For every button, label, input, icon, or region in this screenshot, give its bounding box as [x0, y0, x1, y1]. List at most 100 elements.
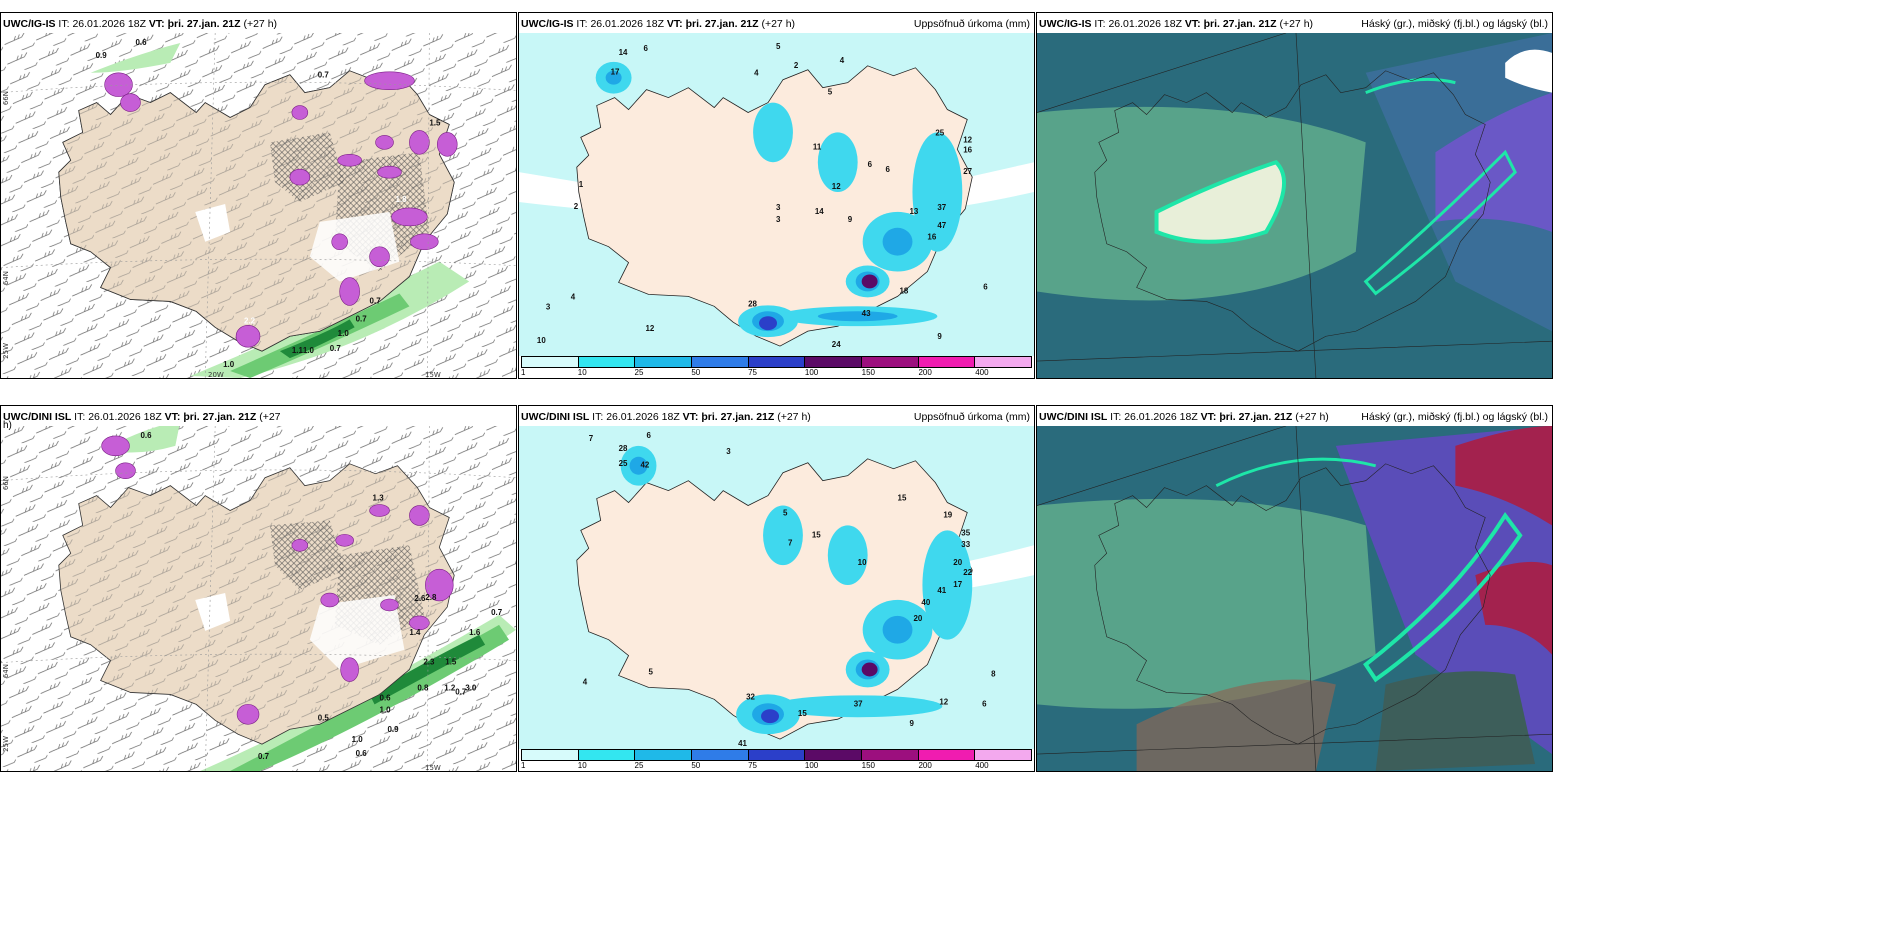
value-label: 6 [644, 44, 649, 53]
colorbar-swatch [862, 357, 919, 367]
value-label: 12 [832, 182, 841, 191]
value-label: 1.4 [409, 628, 421, 637]
colorbar-swatch [918, 357, 976, 367]
value-label: 1.0 [352, 735, 364, 744]
colorbar-label: 50 [691, 761, 701, 770]
value-label: 14 [815, 207, 824, 216]
value-label: 0.7 [491, 608, 503, 617]
panel-dini-clouds: UWC/DINI ISL IT: 26.01.2026 18Z VT: þri.… [1036, 405, 1553, 772]
colorbar-swatch [862, 750, 919, 760]
value-label: 41 [937, 586, 946, 595]
value-label: 2 [574, 202, 579, 211]
value-label: 5 [783, 508, 788, 517]
precip-colorbar: 1 10 25 50 75 100 150 200 400 [521, 356, 1032, 377]
value-label: 1.1 [292, 346, 304, 355]
panel-variable: Uppsöfnuð úrkoma (mm) [913, 411, 1030, 423]
value-label: 4 [840, 56, 845, 65]
value-label: 1.6 [469, 628, 481, 637]
value-label: 4 [583, 677, 588, 686]
value-label: 16 [963, 145, 972, 154]
value-label: 32 [746, 692, 755, 701]
lat-label-64n: 64N [2, 664, 10, 679]
value-label: 9 [848, 215, 853, 224]
value-label: 4 [754, 69, 759, 78]
colorbar-label: 150 [861, 368, 876, 377]
value-label: 28 [748, 299, 757, 308]
lat-label-25w: 25W [2, 736, 10, 752]
value-label: 41 [738, 739, 747, 748]
value-label: 11 [813, 142, 822, 151]
value-label: 27 [963, 167, 972, 176]
value-label: 0.6 [380, 693, 392, 702]
lon-label-15w: 15W [425, 764, 441, 772]
colorbar-swatch [692, 357, 749, 367]
value-label: 6 [982, 699, 987, 708]
value-label: 35 [961, 528, 970, 537]
value-label: 12 [646, 324, 655, 333]
value-label: 5 [828, 88, 833, 97]
value-label: 1.0 [223, 360, 235, 369]
map-area[interactable]: 0.6 1.3 2.8 1.4 0.7 1.6 2.3 1.5 1.2 0.8 … [1, 426, 516, 771]
colorbar-swatch [748, 357, 806, 367]
value-label: 10 [858, 558, 867, 567]
colorbar-swatch [578, 357, 636, 367]
value-label: 3 [776, 215, 781, 224]
value-label: 47 [937, 221, 946, 230]
panel-title: UWC/DINI ISL IT: 26.01.2026 18Z VT: þri.… [1039, 411, 1329, 423]
colorbar-swatch [918, 750, 976, 760]
value-label: 25 [619, 459, 628, 468]
value-label: 1.0 [338, 329, 350, 338]
colorbar-swatch [522, 750, 579, 760]
colorbar-label: 1 [521, 368, 526, 377]
colorbar-swatch [748, 750, 806, 760]
value-label: 12 [939, 697, 948, 706]
value-label: 1.5 [445, 658, 457, 667]
value-label: 37 [937, 203, 946, 212]
map-area[interactable]: 28 25 42 7 6 3 5 7 15 10 19 15 35 33 20 … [519, 426, 1034, 749]
panel-variable: Háský (gr.), miðský (fj.bl.) og lágský (… [1361, 18, 1548, 30]
colorbar-label: 100 [804, 368, 819, 377]
colorbar-swatch [805, 357, 863, 367]
map-area[interactable]: 0.6 0.7 0.7 0.7 1.0 1.0 1.1 0.7 1.0 1.5 … [1, 33, 516, 378]
colorbar-swatch [975, 750, 1032, 760]
colorbar-swatch [692, 750, 749, 760]
colorbar-label: 200 [918, 761, 932, 770]
colorbar-label: 25 [634, 368, 644, 377]
value-label: 1 [579, 180, 584, 189]
value-label: 6 [886, 165, 891, 174]
panel-ig-is-clouds: UWC/IG-IS IT: 26.01.2026 18Z VT: þri. 27… [1036, 12, 1553, 379]
value-label: 18 [900, 286, 909, 295]
colorbar-label: 10 [577, 368, 587, 377]
value-label: 6 [647, 431, 652, 440]
panel-title: UWC/IG-IS IT: 26.01.2026 18Z VT: þri. 27… [1039, 18, 1314, 30]
map-area[interactable] [1037, 33, 1552, 378]
lat-label-64n: 64N [2, 271, 10, 286]
panel-title: UWC/DINI ISL IT: 26.01.2026 18Z VT: þri.… [521, 411, 811, 423]
colorbar-swatch [975, 357, 1032, 367]
panel-title-wrap: h) [3, 420, 12, 431]
colorbar-swatch [522, 357, 579, 367]
panel-title: UWC/IG-IS IT: 26.01.2026 18Z VT: þri. 27… [3, 18, 278, 30]
map-area[interactable] [1037, 426, 1552, 771]
value-label: 17 [953, 580, 962, 589]
value-label: 40 [921, 598, 930, 607]
panel-ig-is-precip: UWC/IG-IS IT: 26.01.2026 18Z VT: þri. 27… [518, 12, 1035, 379]
value-label: 12 [963, 135, 972, 144]
panel-title: UWC/DINI ISL IT: 26.01.2026 18Z VT: þri.… [3, 411, 281, 423]
value-label: 20 [913, 614, 922, 623]
value-label: 13 [909, 207, 918, 216]
value-label: 1.0 [303, 346, 315, 355]
colorbar-swatch [635, 750, 693, 760]
colorbar-label: 1 [521, 761, 526, 770]
value-label: 15 [898, 494, 907, 503]
panel-title: UWC/IG-IS IT: 26.01.2026 18Z VT: þri. 27… [521, 18, 796, 30]
colorbar-label: 50 [691, 368, 701, 377]
colorbar-label: 200 [918, 368, 932, 377]
lon-label-15w: 15W [425, 371, 441, 379]
value-label: 1.5 [429, 118, 441, 127]
lon-label-20w: 20W [208, 371, 224, 379]
map-area[interactable]: 14 17 6 5 4 4 2 1 2 5 6 6 11 12 14 3 9 1… [519, 33, 1034, 356]
lat-label-25w: 25W [2, 343, 10, 359]
panel-variable: Háský (gr.), miðský (fj.bl.) og lágský (… [1361, 411, 1548, 423]
value-label: 3 [546, 302, 551, 311]
